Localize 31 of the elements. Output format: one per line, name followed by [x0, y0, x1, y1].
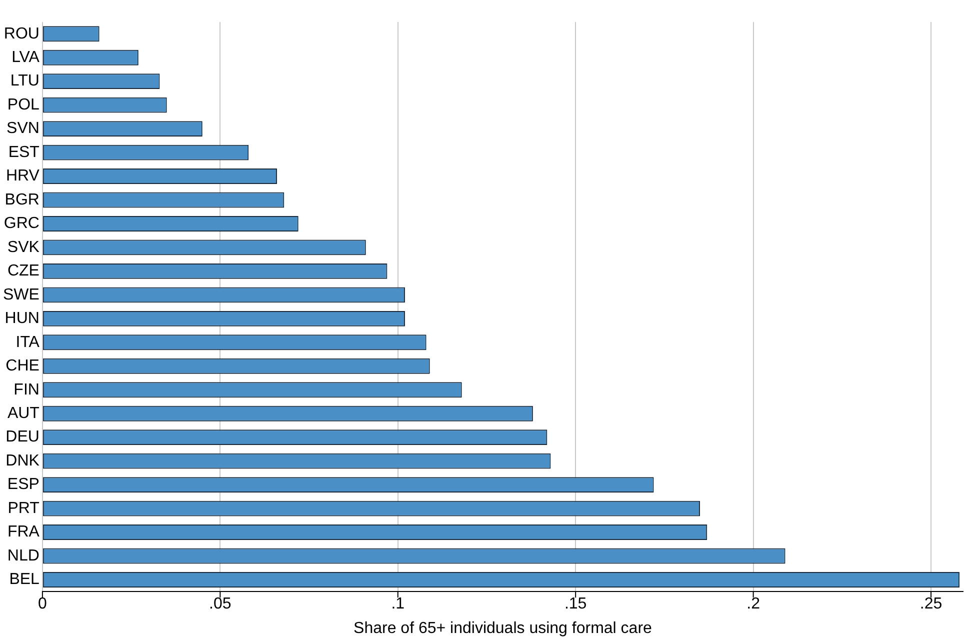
y-tick-label: POL	[7, 96, 40, 114]
y-tick-label: DEU	[6, 428, 40, 446]
x-tick-label: .15	[564, 596, 587, 613]
y-tick-label: GRC	[4, 215, 40, 232]
y-tick-label: NLD	[7, 547, 40, 564]
y-tick-label: AUT	[7, 405, 40, 422]
x-tick-label: .2	[746, 596, 760, 613]
y-tick-label: BEL	[9, 571, 40, 588]
y-tick-label: SWE	[2, 286, 40, 304]
x-tick-label: 0	[38, 596, 47, 613]
y-tick-label: BGR	[4, 191, 40, 208]
y-tick-label: EST	[8, 144, 40, 161]
y-tick-label: CHE	[6, 358, 40, 375]
x-tick-label: .25	[920, 596, 942, 613]
y-tick-label: CZE	[7, 262, 40, 280]
y-tick-label: ROU	[4, 25, 40, 42]
y-tick-label: SVN	[6, 120, 40, 138]
y-tick-label: ITA	[16, 334, 40, 351]
x-tick-label: .05	[209, 596, 232, 613]
y-tick-label: ESP	[7, 476, 40, 494]
y-tick-label: PRT	[8, 500, 40, 517]
x-tick-label: .1	[391, 596, 405, 613]
y-tick-label: SVK	[7, 238, 40, 256]
y-tick-label: DNK	[6, 452, 40, 470]
y-tick-label: HUN	[4, 310, 40, 328]
y-tick-label: FRA	[7, 524, 40, 541]
x-axis-title: Share of 65+ individuals using formal care	[354, 620, 652, 637]
y-tick-label: FIN	[14, 381, 40, 398]
y-tick-label: LTU	[10, 72, 40, 90]
y-tick-label: HRV	[6, 168, 40, 185]
y-tick-label: LVA	[12, 49, 40, 66]
